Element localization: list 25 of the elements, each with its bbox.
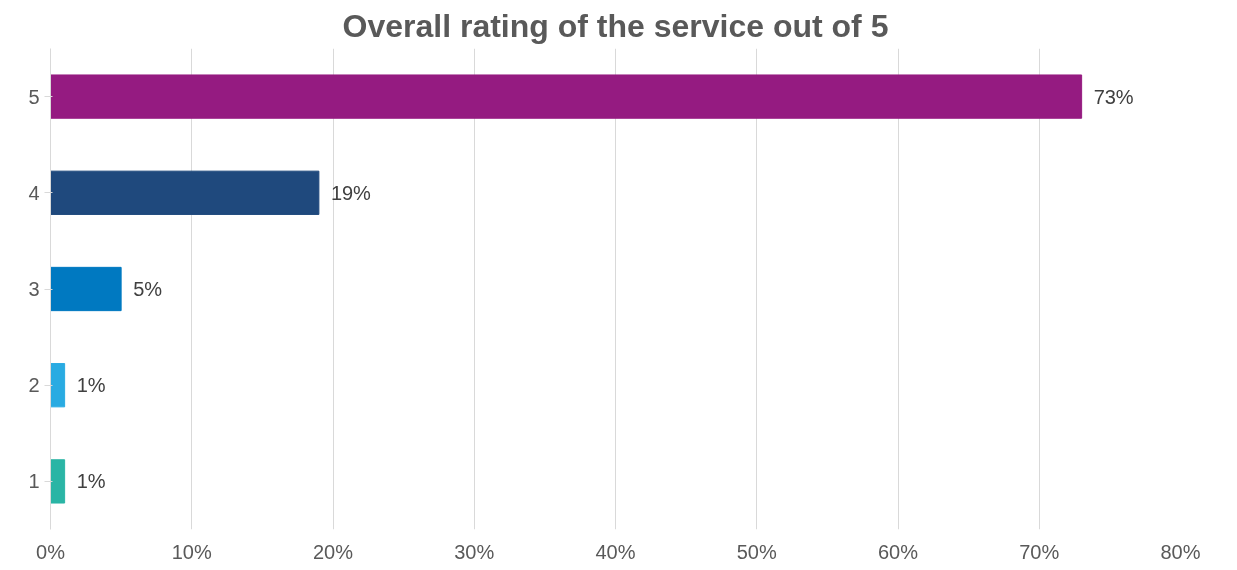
- y-tick-label: 3: [28, 278, 40, 300]
- data-label: 19%: [330, 181, 372, 204]
- x-tick-label: 0%: [36, 540, 66, 563]
- x-tick-label: 10%: [171, 540, 212, 563]
- x-tick-label: 50%: [736, 540, 777, 563]
- x-tick-label: 60%: [877, 540, 919, 563]
- x-tick-label: 80%: [1160, 540, 1201, 563]
- data-label: 1%: [76, 374, 106, 397]
- x-tick-label: 40%: [595, 540, 636, 563]
- data-label: 73%: [1093, 85, 1134, 108]
- x-tick-label: 30%: [454, 540, 495, 563]
- x-tick-label: 20%: [312, 540, 354, 563]
- bar: [50, 363, 66, 408]
- bar: [50, 459, 66, 504]
- bar: [50, 266, 122, 312]
- y-tick-label: 5: [28, 85, 40, 108]
- y-tick-label: 4: [28, 181, 40, 204]
- data-label: 1%: [76, 470, 106, 493]
- y-tick-label: 1: [28, 470, 40, 493]
- chart-title: Overall rating of the service out of 5: [342, 7, 889, 44]
- y-tick-label: 2: [28, 374, 40, 397]
- bar: [50, 170, 320, 215]
- data-label: 5%: [133, 278, 163, 300]
- bar: [50, 74, 1083, 119]
- x-tick-label: 70%: [1019, 540, 1060, 563]
